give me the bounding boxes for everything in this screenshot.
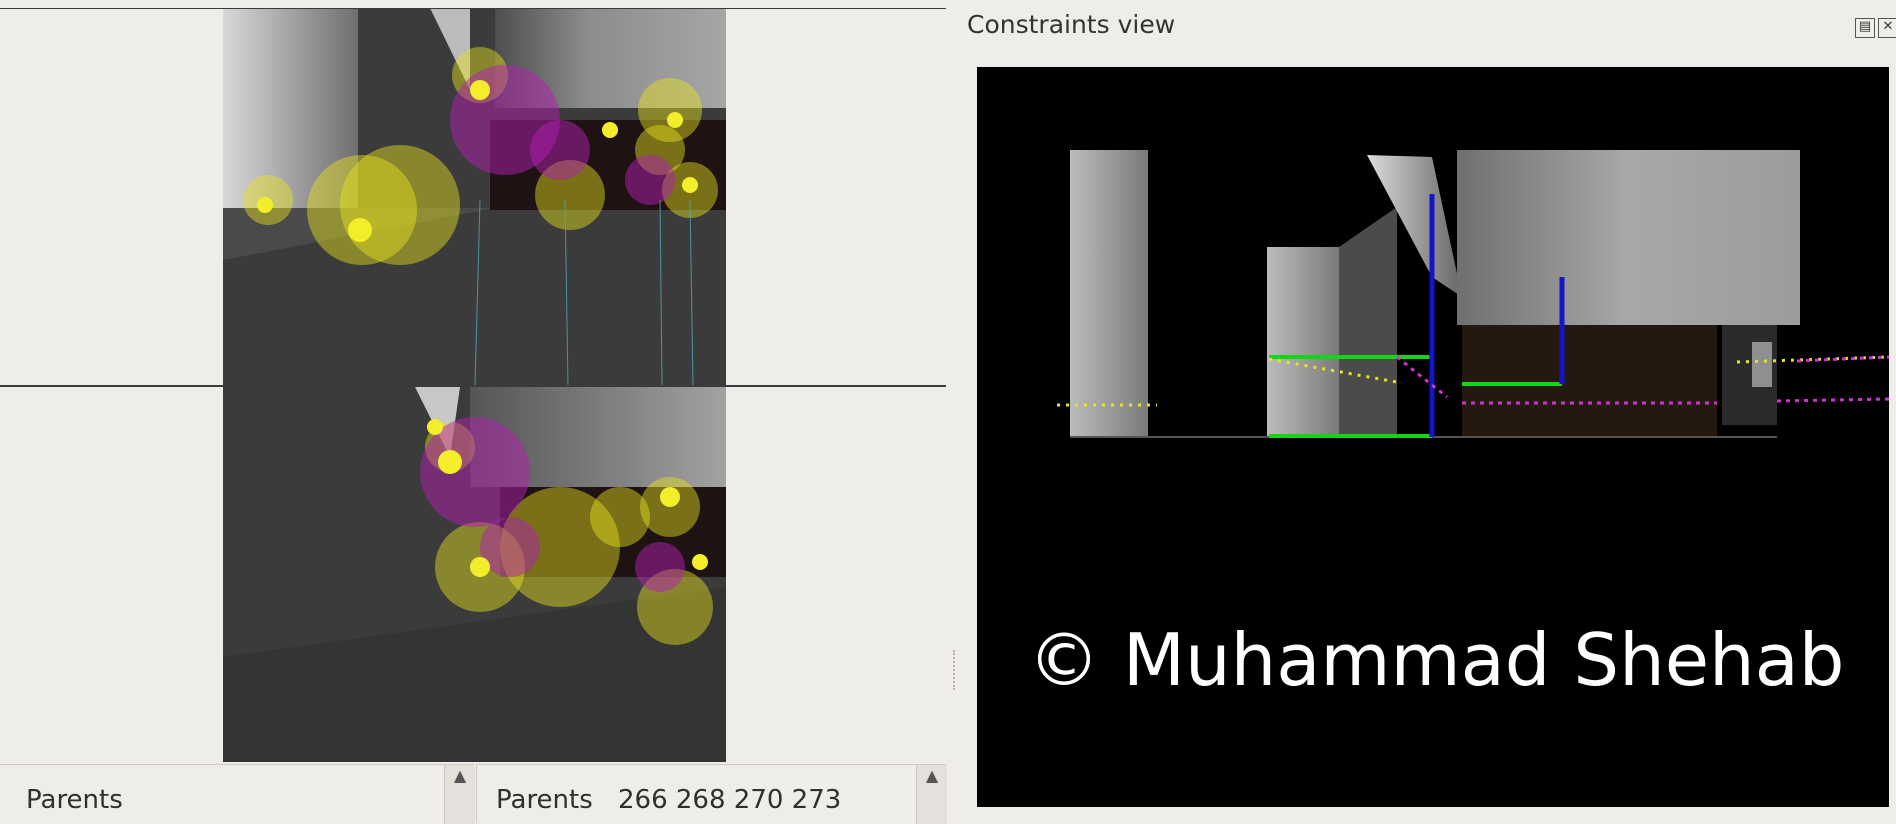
close-icon[interactable]: ✕: [1878, 18, 1896, 38]
list-separator: [476, 764, 477, 823]
parents-list-left[interactable]: Parents ▲: [0, 764, 475, 824]
parents-label-right: Parents: [496, 785, 593, 815]
parents-list-right[interactable]: Parents 266 268 270 273 ▲: [478, 764, 947, 824]
constraints-3d-view[interactable]: [977, 67, 1889, 807]
watermark-text: © Muhammad Shehab: [1028, 618, 1845, 702]
top-camera-view[interactable]: [0, 0, 946, 385]
scroll-up-icon[interactable]: ▲: [925, 766, 939, 785]
scrollbar-left[interactable]: ▲: [444, 765, 475, 824]
top-camera-image: [223, 8, 726, 385]
pane-border-top: [0, 8, 946, 9]
pane-divider[interactable]: [0, 385, 946, 387]
scroll-up-icon[interactable]: ▲: [453, 766, 467, 785]
restore-icon[interactable]: ▤: [1855, 18, 1875, 38]
splitter-handle[interactable]: [953, 650, 958, 690]
constraints-view-title: Constraints view: [967, 10, 1176, 39]
parents-values: 266 268 270 273: [618, 785, 842, 815]
bottom-camera-image: [223, 387, 726, 762]
bottom-camera-view[interactable]: [0, 387, 946, 762]
parents-label-left: Parents: [26, 785, 123, 815]
constraints-scene: [1057, 150, 1889, 438]
scrollbar-right[interactable]: ▲: [916, 765, 947, 824]
